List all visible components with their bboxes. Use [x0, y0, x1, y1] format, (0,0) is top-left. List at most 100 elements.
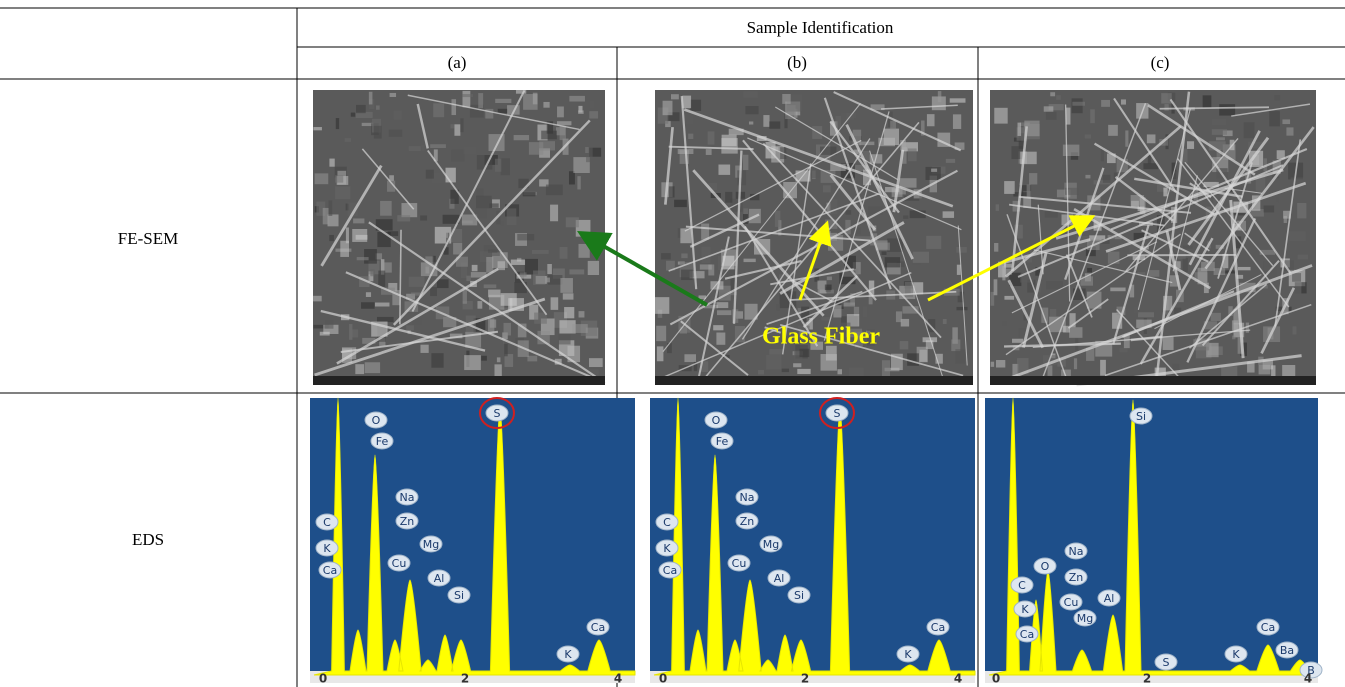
texture: [541, 131, 557, 140]
texture: [827, 276, 832, 280]
texture: [1120, 348, 1128, 353]
axis-label: 0: [319, 672, 327, 686]
texture: [409, 277, 425, 287]
texture: [579, 244, 590, 258]
texture: [543, 102, 549, 108]
texture: [1012, 339, 1023, 343]
texture: [801, 307, 809, 322]
texture: [1085, 175, 1090, 179]
texture: [345, 138, 351, 142]
texture: [547, 264, 552, 274]
texture: [943, 319, 947, 324]
texture: [931, 169, 937, 172]
texture: [845, 210, 851, 215]
texture: [996, 204, 999, 210]
texture: [1046, 112, 1057, 120]
column-header: (b): [787, 53, 807, 72]
texture: [547, 278, 550, 283]
texture: [411, 292, 421, 295]
peak-label: S: [1163, 656, 1170, 669]
texture: [1100, 360, 1106, 376]
texture: [943, 211, 954, 218]
texture: [462, 221, 473, 224]
peak-label: C: [1018, 579, 1026, 592]
texture: [1004, 181, 1015, 194]
texture: [1221, 366, 1237, 376]
texture: [437, 279, 449, 288]
texture: [1074, 358, 1077, 369]
texture: [451, 150, 464, 162]
texture: [366, 292, 371, 297]
texture: [589, 111, 598, 118]
texture: [430, 144, 446, 148]
texture: [462, 94, 473, 97]
texture: [785, 105, 796, 119]
texture: [489, 134, 505, 151]
peak-label: Cu: [392, 557, 407, 570]
texture: [340, 241, 349, 257]
texture: [494, 364, 501, 377]
texture: [353, 218, 364, 223]
texture: [1295, 282, 1301, 294]
texture: [1029, 173, 1037, 184]
texture: [464, 355, 481, 370]
peak-label: Zn: [740, 515, 755, 528]
texture: [369, 92, 373, 105]
texture: [374, 126, 382, 139]
texture: [560, 247, 568, 259]
texture: [533, 93, 538, 105]
peak-label: Fe: [716, 435, 729, 448]
texture: [674, 200, 687, 207]
texture: [775, 211, 781, 227]
texture: [782, 369, 789, 373]
peak-label: O: [1041, 560, 1050, 573]
texture: [1238, 267, 1251, 270]
texture: [315, 173, 329, 184]
texture: [406, 325, 414, 330]
texture: [950, 98, 966, 102]
texture: [566, 217, 579, 227]
texture: [378, 271, 385, 287]
texture: [927, 114, 935, 126]
peak-label: Ca: [591, 621, 605, 634]
texture: [349, 324, 352, 340]
texture: [1163, 188, 1167, 197]
texture: [661, 253, 671, 259]
texture: [517, 234, 534, 241]
texture: [328, 200, 332, 216]
texture: [793, 363, 801, 367]
texture: [1080, 276, 1093, 285]
texture: [589, 358, 603, 367]
texture: [953, 114, 961, 129]
texture: [1289, 231, 1305, 241]
texture: [745, 106, 758, 114]
texture: [361, 302, 375, 308]
texture: [548, 275, 562, 285]
texture: [890, 121, 896, 130]
texture: [681, 253, 687, 258]
peak-label: K: [904, 648, 912, 661]
texture: [425, 267, 429, 274]
texture: [956, 247, 966, 253]
row-label: FE-SEM: [118, 229, 178, 248]
texture: [577, 176, 580, 189]
texture: [579, 311, 585, 317]
texture: [1211, 313, 1221, 321]
texture: [1293, 326, 1297, 334]
texture: [1125, 130, 1128, 146]
peak-label: K: [564, 648, 572, 661]
texture: [903, 215, 908, 218]
texture: [534, 313, 547, 324]
peak-label: Mg: [423, 538, 439, 551]
texture: [1002, 321, 1007, 325]
texture: [1161, 93, 1172, 103]
peak-label: Si: [794, 589, 804, 602]
texture: [356, 105, 366, 113]
texture: [558, 334, 570, 344]
texture: [351, 113, 356, 117]
texture: [837, 369, 842, 374]
eds-spectra: OFeSNaZnCMgKCuCaAlSiKCa024OFeSNaZnCMgKCu…: [310, 398, 1322, 686]
axis-label: 4: [1304, 672, 1312, 686]
texture: [1187, 141, 1194, 149]
texture: [716, 333, 725, 345]
